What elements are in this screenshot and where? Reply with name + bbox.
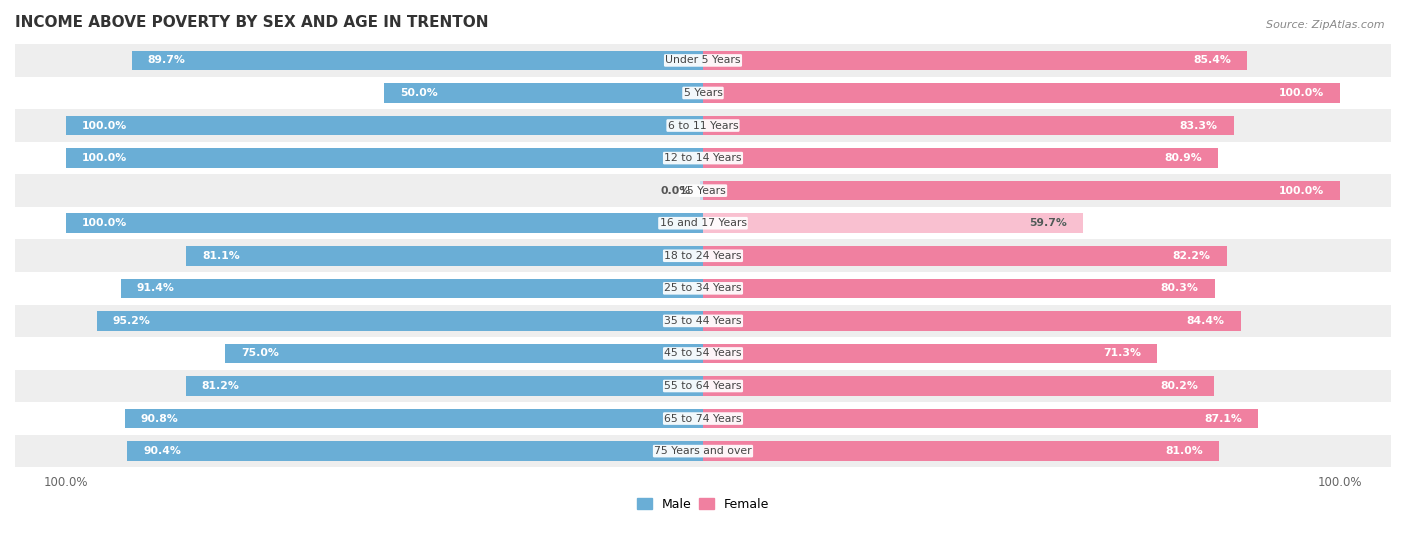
Text: 80.9%: 80.9% xyxy=(1164,153,1202,163)
Bar xyxy=(15,435,1391,467)
Text: 100.0%: 100.0% xyxy=(1279,186,1324,196)
Text: 82.2%: 82.2% xyxy=(1173,251,1211,260)
Bar xyxy=(15,174,1391,207)
Bar xyxy=(703,442,1219,461)
Text: 80.3%: 80.3% xyxy=(1161,283,1198,293)
Bar xyxy=(15,77,1391,109)
Text: 15 Years: 15 Years xyxy=(681,186,725,196)
Bar xyxy=(127,442,703,461)
Bar xyxy=(703,311,1240,331)
Bar xyxy=(225,344,703,363)
Bar xyxy=(703,214,1083,233)
Bar xyxy=(703,246,1226,266)
Text: 81.0%: 81.0% xyxy=(1166,446,1204,456)
Text: 100.0%: 100.0% xyxy=(82,153,127,163)
Bar xyxy=(703,51,1247,70)
Text: 59.7%: 59.7% xyxy=(1029,218,1067,228)
Text: 12 to 14 Years: 12 to 14 Years xyxy=(664,153,742,163)
Bar xyxy=(15,207,1391,239)
Text: INCOME ABOVE POVERTY BY SEX AND AGE IN TRENTON: INCOME ABOVE POVERTY BY SEX AND AGE IN T… xyxy=(15,15,488,30)
Text: 91.4%: 91.4% xyxy=(136,283,174,293)
Bar xyxy=(97,311,703,331)
Text: 100.0%: 100.0% xyxy=(1279,88,1324,98)
Text: 81.2%: 81.2% xyxy=(201,381,239,391)
Bar xyxy=(15,44,1391,77)
Bar xyxy=(132,51,703,70)
Text: 85.4%: 85.4% xyxy=(1194,55,1232,65)
Bar xyxy=(703,278,1215,298)
Bar xyxy=(187,246,703,266)
Text: 65 to 74 Years: 65 to 74 Years xyxy=(664,414,742,424)
Bar xyxy=(66,148,703,168)
Text: Under 5 Years: Under 5 Years xyxy=(665,55,741,65)
Text: 18 to 24 Years: 18 to 24 Years xyxy=(664,251,742,260)
Bar xyxy=(703,344,1157,363)
Bar xyxy=(66,214,703,233)
Legend: Male, Female: Male, Female xyxy=(631,493,775,516)
Text: 90.8%: 90.8% xyxy=(141,414,179,424)
Bar xyxy=(15,305,1391,337)
Bar xyxy=(703,116,1233,135)
Text: 5 Years: 5 Years xyxy=(683,88,723,98)
Text: 100.0%: 100.0% xyxy=(82,218,127,228)
Bar xyxy=(15,337,1391,369)
Text: 75 Years and over: 75 Years and over xyxy=(654,446,752,456)
Bar xyxy=(121,278,703,298)
Bar xyxy=(15,402,1391,435)
Text: 35 to 44 Years: 35 to 44 Years xyxy=(664,316,742,326)
Bar xyxy=(703,181,1340,201)
Bar xyxy=(125,409,703,428)
Text: 45 to 54 Years: 45 to 54 Years xyxy=(664,348,742,358)
Bar xyxy=(703,148,1219,168)
Text: 50.0%: 50.0% xyxy=(401,88,439,98)
Bar xyxy=(703,409,1258,428)
Text: 80.2%: 80.2% xyxy=(1160,381,1198,391)
Bar xyxy=(15,109,1391,142)
Bar xyxy=(66,116,703,135)
Text: 83.3%: 83.3% xyxy=(1180,121,1218,131)
Bar xyxy=(15,142,1391,174)
Text: 84.4%: 84.4% xyxy=(1187,316,1225,326)
Bar xyxy=(703,83,1340,103)
Bar xyxy=(15,272,1391,305)
Text: 16 and 17 Years: 16 and 17 Years xyxy=(659,218,747,228)
Bar xyxy=(700,181,703,201)
Text: 81.1%: 81.1% xyxy=(202,251,240,260)
Text: 100.0%: 100.0% xyxy=(82,121,127,131)
Bar xyxy=(15,239,1391,272)
Text: 89.7%: 89.7% xyxy=(148,55,186,65)
Text: 90.4%: 90.4% xyxy=(143,446,181,456)
Text: 95.2%: 95.2% xyxy=(112,316,150,326)
Text: 59.7%: 59.7% xyxy=(1029,218,1067,228)
Text: 55 to 64 Years: 55 to 64 Years xyxy=(664,381,742,391)
Bar xyxy=(703,376,1213,396)
Text: Source: ZipAtlas.com: Source: ZipAtlas.com xyxy=(1267,20,1385,30)
Bar xyxy=(384,83,703,103)
Bar xyxy=(15,369,1391,402)
Text: 6 to 11 Years: 6 to 11 Years xyxy=(668,121,738,131)
Text: 25 to 34 Years: 25 to 34 Years xyxy=(664,283,742,293)
Bar xyxy=(186,376,703,396)
Text: 87.1%: 87.1% xyxy=(1204,414,1241,424)
Text: 75.0%: 75.0% xyxy=(242,348,278,358)
Text: 71.3%: 71.3% xyxy=(1104,348,1142,358)
Bar xyxy=(703,214,1083,233)
Text: 0.0%: 0.0% xyxy=(659,186,690,196)
